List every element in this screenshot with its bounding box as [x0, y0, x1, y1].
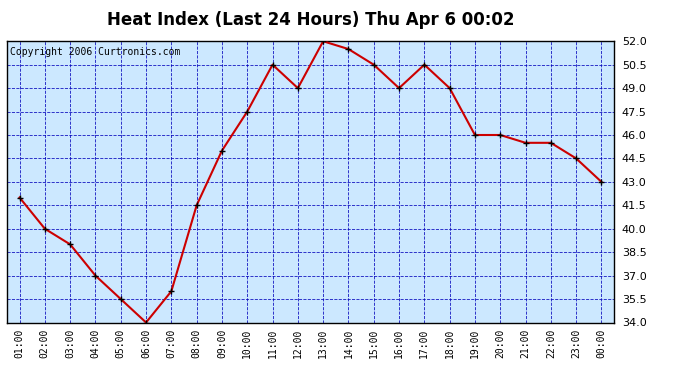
- Text: Copyright 2006 Curtronics.com: Copyright 2006 Curtronics.com: [10, 47, 180, 57]
- Text: Heat Index (Last 24 Hours) Thu Apr 6 00:02: Heat Index (Last 24 Hours) Thu Apr 6 00:…: [107, 11, 514, 29]
